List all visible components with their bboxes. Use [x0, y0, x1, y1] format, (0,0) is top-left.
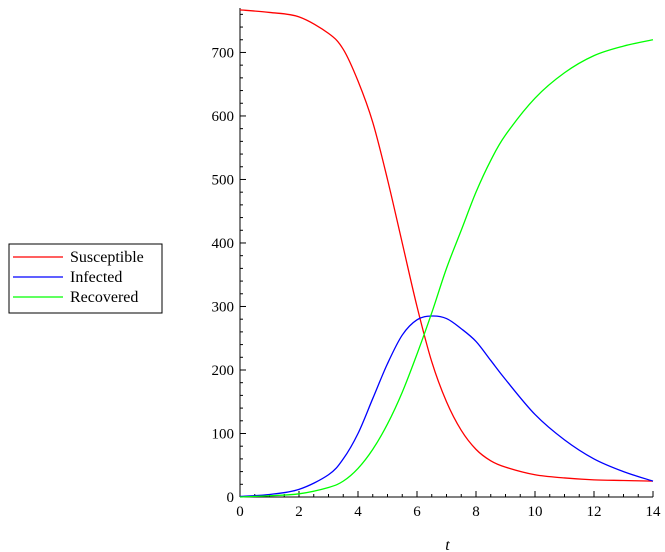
y-tick-label: 700 — [212, 45, 235, 61]
x-tick-label: 4 — [354, 504, 362, 520]
legend-label-susceptible: Susceptible — [70, 249, 144, 266]
x-tick-label: 10 — [528, 504, 543, 520]
y-tick-label: 500 — [212, 172, 235, 188]
x-tick-label: 14 — [646, 504, 662, 520]
y-tick-label: 300 — [212, 299, 235, 315]
y-tick-label: 600 — [212, 109, 235, 125]
x-tick-label: 2 — [295, 504, 303, 520]
series-line-infected — [239, 315, 654, 498]
axes: 0 2 4 6 8 10 12 14 0 100 200 300 400 500 600 700 t — [212, 8, 662, 552]
legend-label-recovered: Recovered — [70, 289, 138, 306]
y-tick-label: 400 — [212, 236, 235, 252]
legend-box — [8, 243, 163, 314]
series-line-recovered — [239, 39, 654, 498]
x-tick-label: 0 — [236, 504, 244, 520]
series-line-susceptible — [239, 9, 654, 482]
series-layer — [239, 9, 654, 498]
y-tick-label: 100 — [212, 426, 235, 442]
y-tick-label: 200 — [212, 363, 235, 379]
y-tick-label: 0 — [227, 490, 235, 506]
legend: Susceptible Infected Recovered — [8, 243, 163, 314]
x-tick-label: 12 — [587, 504, 602, 520]
x-axis-title: t — [445, 537, 450, 552]
legend-label-infected: Infected — [70, 269, 122, 286]
x-tick-label: 8 — [472, 504, 480, 520]
x-tick-label: 6 — [413, 504, 421, 520]
